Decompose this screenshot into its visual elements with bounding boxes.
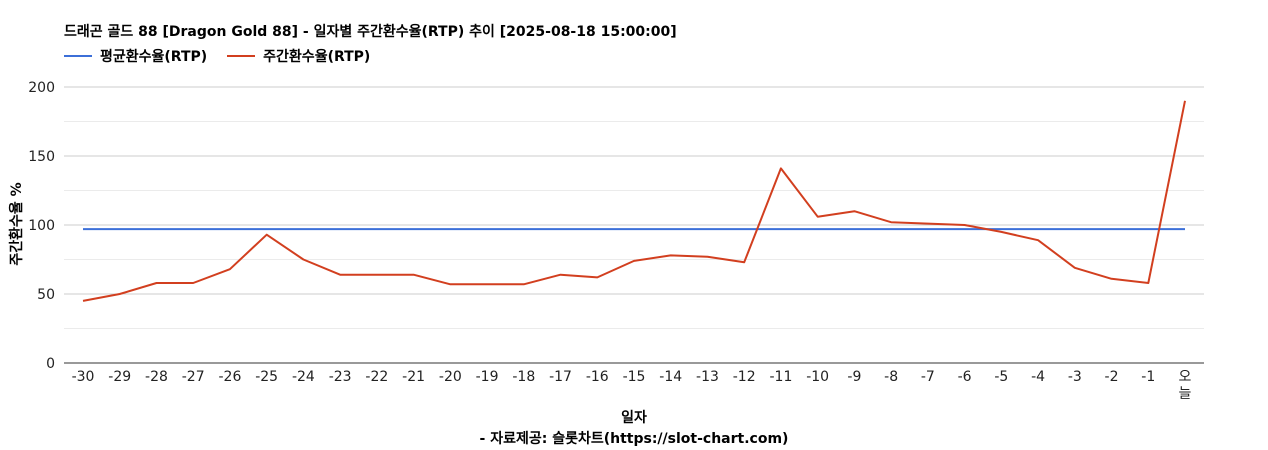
chart-title: 드래곤 골드 88 [Dragon Gold 88] - 일자별 주간환수율(R… [64, 24, 677, 40]
x-tick-label: -17 [549, 369, 572, 385]
x-tick-label: 오 [1179, 369, 1192, 385]
x-tick-label: -29 [108, 369, 131, 385]
x-tick-label: 늘 [1179, 386, 1192, 402]
x-tick-label: -22 [365, 369, 388, 385]
legend-item-average[interactable]: 평균환수율(RTP) [64, 46, 207, 66]
x-tick-label: -4 [1031, 369, 1045, 385]
x-tick-label: -27 [182, 369, 205, 385]
x-tick-label: -18 [512, 369, 535, 385]
series-line-weekly[interactable] [82, 100, 1186, 302]
legend-item-weekly[interactable]: 주간환수율(RTP) [227, 46, 370, 66]
x-tick-label: -10 [806, 369, 829, 385]
x-tick-label: -3 [1068, 369, 1082, 385]
x-tick-label: -23 [329, 369, 352, 385]
x-tick-label: -24 [292, 369, 315, 385]
x-tick-label: -19 [476, 369, 499, 385]
x-tick-label: -28 [145, 369, 168, 385]
x-tick-label: -12 [733, 369, 756, 385]
x-tick-label: -30 [72, 369, 95, 385]
x-tick-label: -6 [958, 369, 972, 385]
x-tick-label: -1 [1141, 369, 1155, 385]
y-tick-label: 200 [28, 80, 55, 96]
legend-label-weekly: 주간환수율(RTP) [263, 49, 371, 65]
y-tick-label: 150 [28, 149, 55, 165]
x-tick-label: -25 [255, 369, 278, 385]
legend: 평균환수율(RTP) 주간환수율(RTP) [64, 46, 390, 66]
source-credit: - 자료제공: 슬롯차트(https://slot-chart.com) [479, 431, 789, 447]
x-axis-label: 일자 [621, 410, 647, 426]
x-tick-label: -21 [402, 369, 425, 385]
x-tick-label: -5 [994, 369, 1008, 385]
legend-label-average: 평균환수율(RTP) [100, 49, 208, 65]
x-tick-label: -9 [847, 369, 861, 385]
y-axis-label: 주간환수율 % [9, 182, 25, 266]
x-tick-label: -16 [586, 369, 609, 385]
legend-swatch-average [64, 55, 92, 57]
x-tick-label: -14 [659, 369, 682, 385]
x-tick-label: -11 [769, 369, 792, 385]
y-tick-label: 0 [46, 356, 55, 372]
x-tick-label: -8 [884, 369, 898, 385]
y-tick-label: 100 [28, 218, 55, 234]
x-tick-label: -26 [218, 369, 241, 385]
x-tick-label: -2 [1105, 369, 1119, 385]
x-tick-label: -13 [696, 369, 719, 385]
x-tick-label: -7 [921, 369, 935, 385]
y-tick-label: 50 [37, 287, 55, 303]
legend-swatch-weekly [227, 55, 256, 57]
x-tick-label: -15 [623, 369, 646, 385]
x-tick-label: -20 [439, 369, 462, 385]
